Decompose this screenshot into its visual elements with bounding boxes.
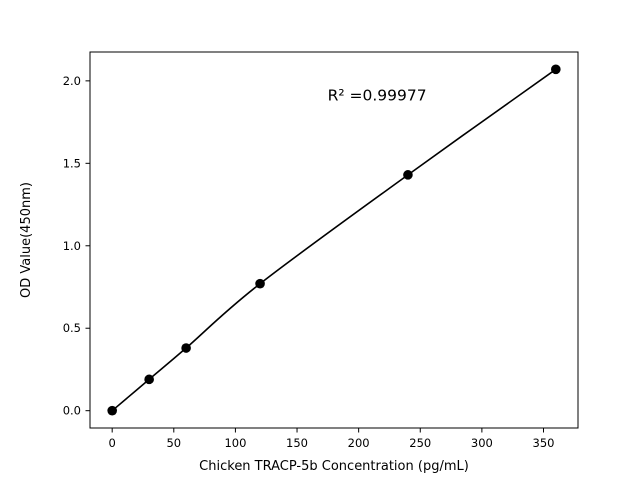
data-point: [144, 374, 154, 385]
data-point: [403, 170, 413, 180]
x-tick-label: 350: [533, 436, 555, 450]
y-axis-label: OD Value(450nm): [19, 182, 34, 298]
plot-frame: [89, 51, 579, 429]
data-point: [107, 405, 117, 416]
x-tick-label: 250: [409, 436, 431, 450]
x-tick-label: 0: [109, 436, 116, 450]
r-squared-annotation: R² =0.99977: [328, 87, 427, 105]
y-tick-label: 2.0: [63, 74, 81, 88]
x-axis-label: Chicken TRACP-5b Concentration (pg/mL): [199, 459, 469, 474]
data-point: [181, 343, 191, 353]
y-tick-label: 0.5: [63, 321, 81, 335]
y-tick-label: 1.0: [63, 239, 81, 253]
x-tick-label: 200: [348, 436, 370, 450]
x-tick-label: 100: [224, 436, 246, 450]
x-tick-label: 150: [286, 436, 308, 450]
y-tick-label: 0.0: [63, 404, 81, 418]
x-tick-label: 50: [166, 436, 181, 450]
x-tick-label: 300: [471, 436, 493, 450]
data-point: [255, 278, 265, 289]
data-point: [551, 64, 561, 75]
y-tick-label: 1.5: [63, 156, 81, 170]
